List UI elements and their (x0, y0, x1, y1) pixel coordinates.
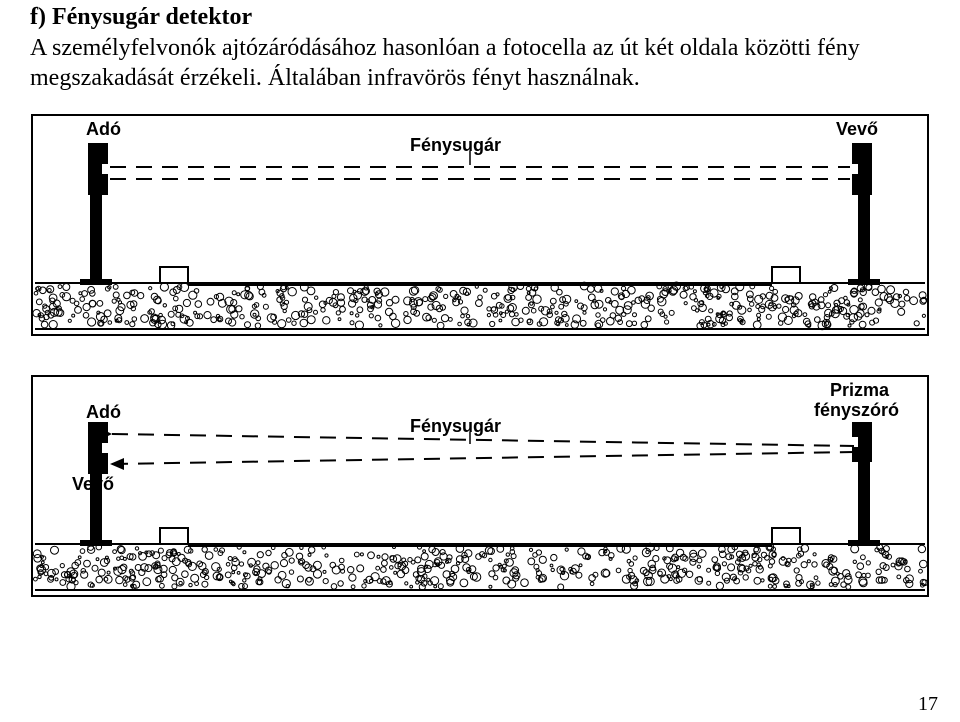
page-number: 17 (918, 693, 938, 716)
diagram-2-svg (30, 374, 930, 599)
diagram-1: Adó Fénysugár Vevő (30, 113, 930, 338)
label-prism-line1: Prizma (830, 380, 889, 401)
section-heading: f) Fénysugár detektor (30, 4, 930, 31)
diagram-2: Adó Fénysugár Vevő Prizma fényszóró (30, 374, 930, 599)
label-transmitter: Adó (86, 402, 121, 423)
label-transmitter: Adó (86, 119, 121, 140)
page: f) Fénysugár detektor A személyfelvonók … (0, 0, 960, 722)
label-beam: Fénysugár (410, 135, 501, 156)
section-body: A személyfelvonók ajtózáródásához hasonl… (30, 33, 930, 93)
label-receiver: Vevő (72, 474, 114, 495)
label-receiver: Vevő (836, 119, 878, 140)
label-beam: Fénysugár (410, 416, 501, 437)
label-prism-line2: fényszóró (814, 400, 899, 421)
